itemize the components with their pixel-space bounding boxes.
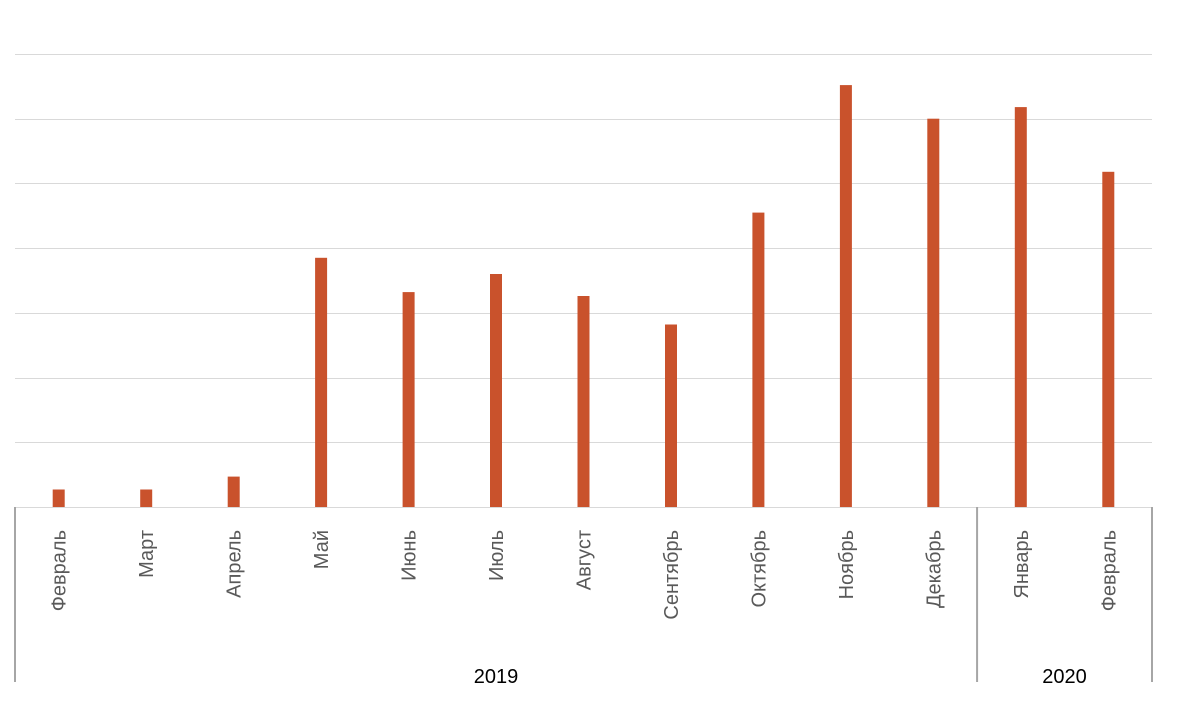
category-label-3: Май (311, 530, 333, 569)
bar-5 (490, 274, 502, 507)
category-label-7: Сентябрь (661, 530, 683, 620)
bar-10 (927, 118, 940, 507)
category-axis: Февраль Март Апрель Май Июнь Июль Август Сентяб… (14, 507, 1153, 688)
category-label-4: Июнь (399, 530, 421, 581)
category-label-12: Февраль (1098, 530, 1120, 611)
bar-7 (665, 324, 677, 507)
bars (52, 85, 1115, 508)
bar-9 (839, 85, 852, 507)
bar-1 (140, 489, 153, 507)
category-label-0: Февраль (49, 530, 71, 611)
category-label-2: Апрель (224, 530, 246, 598)
bar-2 (227, 476, 240, 507)
bar-12 (1102, 171, 1115, 508)
bar-0 (52, 489, 65, 507)
category-label-1: Март (136, 530, 158, 578)
bar-8 (752, 212, 765, 507)
bar-6 (577, 296, 590, 507)
group-label-2020: 2020 (1042, 666, 1087, 688)
bar-3 (315, 257, 328, 507)
category-label-8: Октябрь (748, 530, 770, 608)
category-label-6: Август (574, 530, 596, 590)
category-label-10: Декабрь (923, 530, 945, 608)
category-label-9: Ноябрь (836, 530, 858, 599)
group-label-2019: 2019 (474, 666, 519, 688)
category-label-11: Январь (1011, 530, 1033, 599)
bar-11 (1014, 107, 1027, 507)
category-label-5: Июль (486, 530, 508, 581)
bar-4 (402, 292, 415, 507)
